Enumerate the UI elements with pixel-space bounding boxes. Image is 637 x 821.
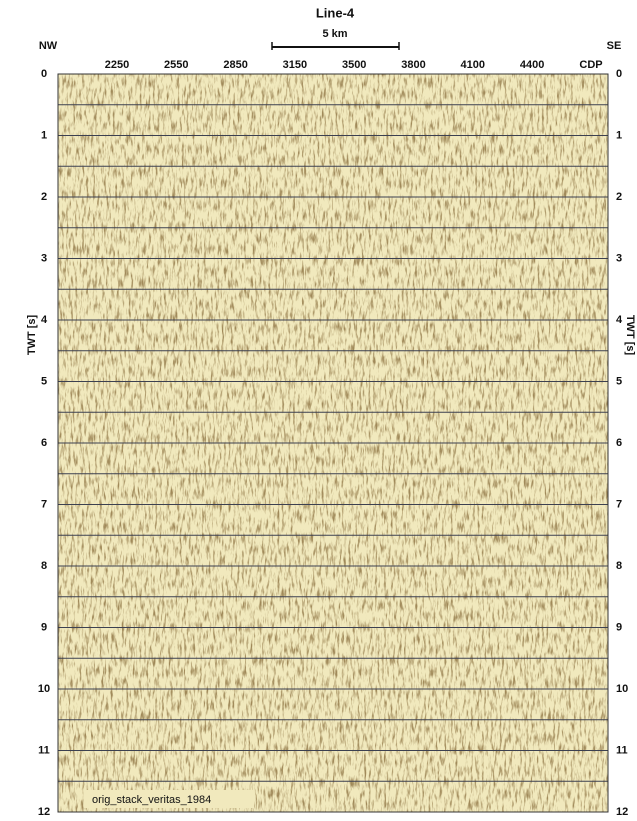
x-axis-label: CDP [579,59,602,71]
y-tick-label: 11 [38,744,50,756]
title: Line-4 [316,5,355,20]
y-tick-label: 9 [41,621,47,633]
caption-box [84,790,254,808]
y-tick-label: 10 [616,683,628,695]
y-tick-label: 6 [41,437,47,449]
y-tick-label: 0 [616,68,622,80]
y-axis-label: TWT [s] [624,315,636,356]
y-tick-label: 5 [616,375,622,387]
x-tick-label: 2550 [164,59,188,71]
y-tick-label: 3 [41,252,47,264]
y-tick-label: 4 [616,314,623,326]
scale-label: 5 km [322,28,347,40]
direction-label: SE [607,40,622,52]
caption: orig_stack_veritas_1984 [92,794,211,806]
y-tick-label: 6 [616,437,622,449]
x-tick-label: 3800 [401,59,425,71]
x-tick-label: 4100 [461,59,485,71]
y-tick-label: 2 [616,191,622,203]
y-tick-label: 12 [38,806,50,818]
y-tick-label: 10 [38,683,50,695]
x-tick-label: 3500 [342,59,366,71]
y-tick-label: 1 [41,129,47,141]
y-tick-label: 9 [616,621,622,633]
direction-label: NW [39,40,58,52]
y-tick-label: 0 [41,68,47,80]
y-tick-label: 5 [41,375,47,387]
x-tick-label: 2850 [223,59,247,71]
y-tick-label: 8 [616,560,622,572]
y-tick-label: 12 [616,806,628,818]
y-tick-label: 8 [41,560,47,572]
y-tick-label: 7 [616,498,622,510]
x-tick-label: 4400 [520,59,544,71]
y-tick-label: 3 [616,252,622,264]
seismic-section [58,74,608,813]
y-tick-label: 2 [41,191,47,203]
y-tick-label: 11 [616,744,628,756]
y-tick-label: 7 [41,498,47,510]
frame [57,73,609,813]
y-axis-label: TWT [s] [26,315,38,356]
y-tick-label: 1 [616,129,622,141]
y-tick-label: 4 [41,314,48,326]
x-tick-label: 2250 [105,59,129,71]
x-tick-label: 3150 [283,59,307,71]
